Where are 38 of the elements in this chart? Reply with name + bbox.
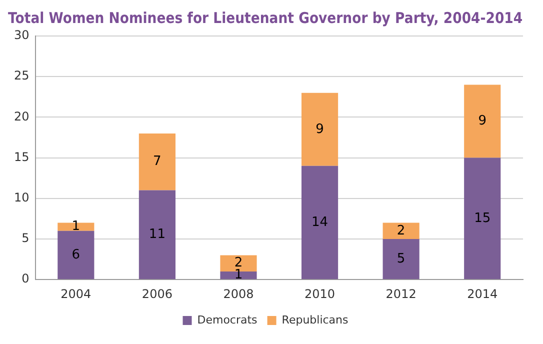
y-tick-label: 20 <box>14 109 30 124</box>
data-label: 9 <box>316 122 324 137</box>
chart-title: Total Women Nominees for Lieutenant Governor by Party, 2004-2014 <box>8 10 523 28</box>
data-label: 1 <box>72 219 80 234</box>
data-label: 5 <box>396 251 406 266</box>
bar <box>382 239 420 280</box>
y-tick-label: 15 <box>14 150 30 164</box>
x-tick-label: 2014 <box>467 286 498 301</box>
data-label: 6 <box>72 247 80 262</box>
data-label: 2 <box>396 223 406 238</box>
bar <box>301 92 338 166</box>
bar <box>220 271 257 280</box>
y-tick-label: 25 <box>14 68 30 83</box>
x-tick-label: 2008 <box>223 286 254 301</box>
data-label: 11 <box>148 227 166 242</box>
legend-label: Democrats <box>197 313 258 326</box>
x-tick-label: 2010 <box>304 286 336 301</box>
bar <box>138 133 176 190</box>
bar <box>464 84 501 158</box>
bar <box>58 222 94 231</box>
data-label: 14 <box>312 214 328 230</box>
x-tick-label: 2012 <box>386 286 416 301</box>
data-label: 7 <box>153 154 162 170</box>
legend-label: Republicans <box>282 313 349 326</box>
x-tick-label: 2006 <box>142 286 172 301</box>
bar <box>58 230 94 280</box>
data-label: 1 <box>234 268 243 283</box>
bar <box>301 166 338 280</box>
bar <box>382 222 420 239</box>
y-tick-label: 5 <box>22 231 30 246</box>
y-tick-label: 10 <box>14 190 30 205</box>
x-tick-label: 2004 <box>60 286 92 301</box>
bar <box>464 158 501 280</box>
data-label: 9 <box>478 114 486 129</box>
data-label: 15 <box>474 210 491 226</box>
bar <box>138 190 176 280</box>
y-tick-label: 30 <box>14 28 30 42</box>
y-tick-label: 0 <box>22 272 30 286</box>
